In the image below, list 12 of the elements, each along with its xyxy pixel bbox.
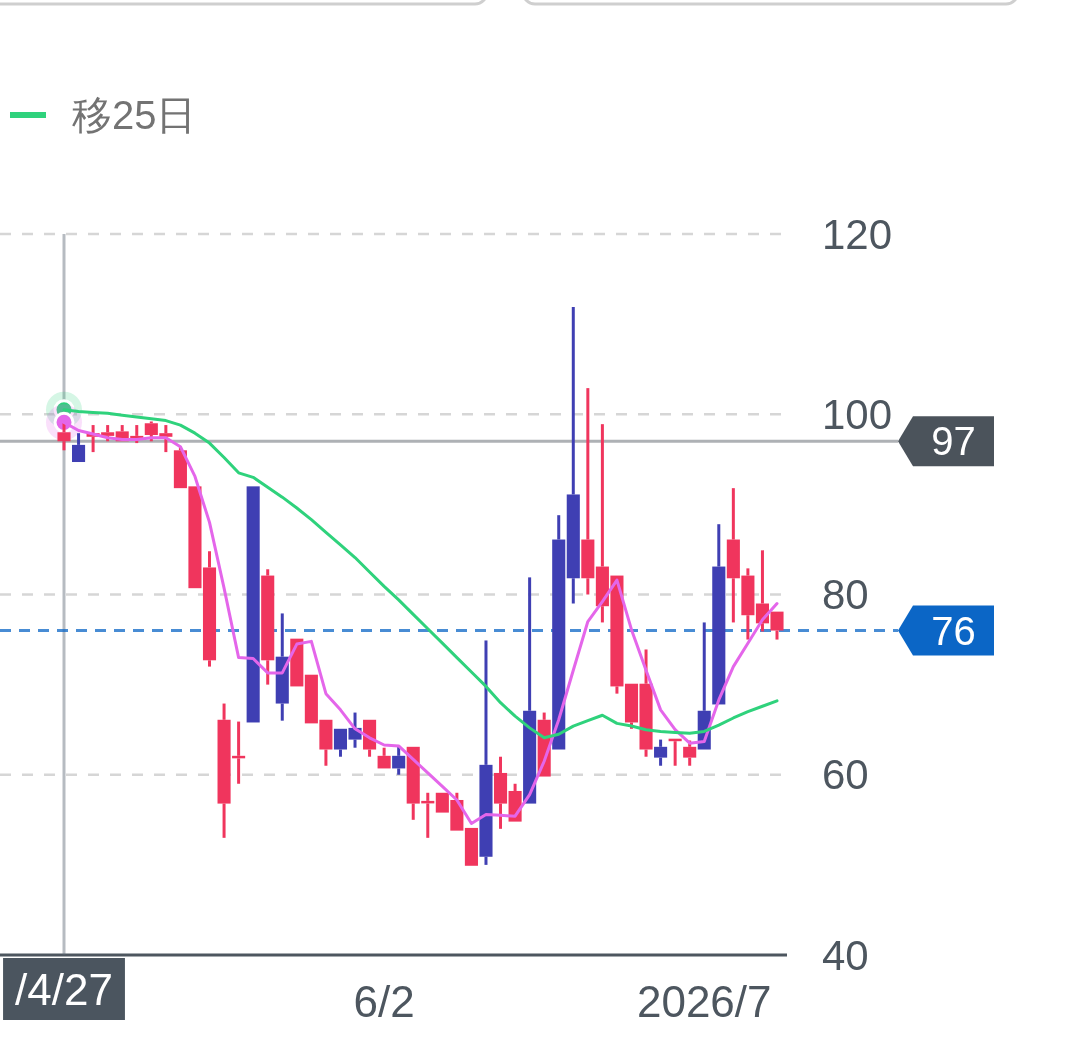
- y-tick-label: 80: [822, 571, 869, 618]
- legend-label: 移25日: [72, 93, 197, 137]
- y-tick-label: 60: [822, 751, 869, 799]
- x-tick-label: 2026/7: [636, 976, 772, 1026]
- ref-line-label: 97: [931, 419, 976, 464]
- y-tick-label: 100: [822, 390, 893, 438]
- y-tick-label: 40: [822, 931, 869, 979]
- x-tick-label: 6/2: [353, 976, 415, 1026]
- x-tick-label: /4/27: [15, 964, 113, 1014]
- x-crosshair-label: /4/27: [3, 958, 125, 1020]
- y-tick-label: 120: [822, 210, 893, 258]
- ref-line-label: 76: [931, 608, 976, 653]
